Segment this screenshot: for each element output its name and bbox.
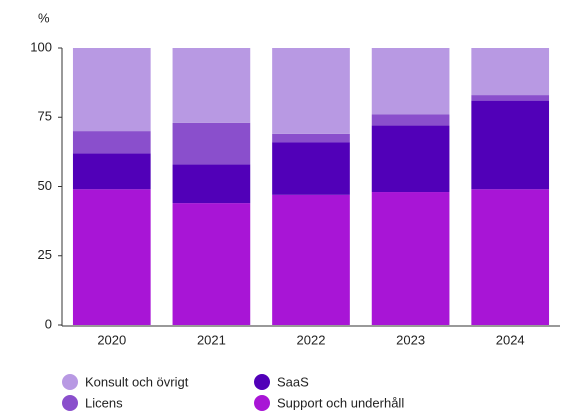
- bar-segment: [471, 95, 550, 101]
- x-tick-label: 2020: [97, 332, 126, 347]
- legend-label: SaaS: [277, 374, 309, 389]
- bar-segment: [172, 164, 251, 204]
- y-tick-label: 0: [45, 316, 52, 331]
- bar-segment: [172, 122, 251, 165]
- bar-segment: [72, 48, 151, 132]
- legend-swatch: [62, 395, 78, 411]
- legend-label: Konsult och övrigt: [85, 374, 189, 389]
- bar-segment: [172, 203, 251, 325]
- bar-segment: [371, 114, 450, 126]
- bar-segment: [471, 48, 550, 96]
- bar-segment: [72, 153, 151, 190]
- x-tick-label: 2024: [496, 332, 525, 347]
- bar-segment: [371, 48, 450, 115]
- bar-segment: [371, 192, 450, 325]
- bar-segment: [471, 189, 550, 325]
- bar-segment: [471, 100, 550, 190]
- legend-label: Licens: [85, 395, 123, 410]
- x-tick-label: 2021: [197, 332, 226, 347]
- bar-segment: [272, 194, 350, 325]
- y-tick-label: 25: [38, 247, 52, 262]
- bar-segment: [72, 131, 151, 154]
- bar-segment: [272, 48, 350, 134]
- legend-swatch: [254, 374, 270, 390]
- y-tick-label: 75: [38, 109, 52, 124]
- bar-segment: [172, 48, 251, 123]
- bar-segment: [72, 189, 151, 325]
- x-tick-label: 2023: [396, 332, 425, 347]
- legend-label: Support och underhåll: [277, 395, 404, 410]
- bar-segment: [272, 142, 350, 195]
- y-axis-label: %: [38, 10, 50, 25]
- legend-swatch: [62, 374, 78, 390]
- bar-segment: [371, 125, 450, 193]
- x-tick-label: 2022: [297, 332, 326, 347]
- y-tick-label: 100: [30, 39, 52, 54]
- y-tick-label: 50: [38, 178, 52, 193]
- bar-segment: [272, 133, 350, 143]
- legend-swatch: [254, 395, 270, 411]
